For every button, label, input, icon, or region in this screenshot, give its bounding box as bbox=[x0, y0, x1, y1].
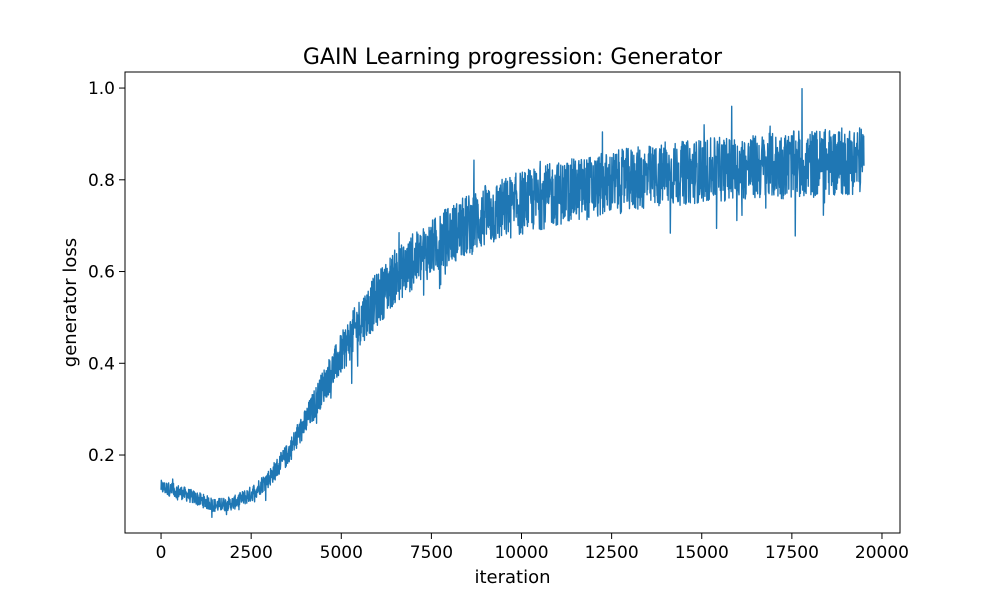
x-tick-label: 5000 bbox=[320, 543, 363, 563]
x-tick-label: 0 bbox=[156, 543, 167, 563]
y-axis-label: generator loss bbox=[60, 238, 81, 367]
y-tick-label: 0.6 bbox=[88, 263, 115, 283]
y-tick-label: 0.2 bbox=[88, 446, 115, 466]
x-tick-label: 20000 bbox=[855, 543, 909, 563]
x-axis: 0 2500 5000 7500 10000 12500 15000 17500 20000 bbox=[156, 533, 909, 563]
plot-frame bbox=[124, 71, 901, 534]
x-tick-label: 17500 bbox=[765, 543, 819, 563]
x-tick-label: 10000 bbox=[494, 543, 548, 563]
x-tick-label: 7500 bbox=[410, 543, 453, 563]
y-tick-label: 0.4 bbox=[88, 354, 115, 374]
y-axis: 0.2 0.4 0.6 0.8 1.0 bbox=[88, 79, 125, 466]
series-line-generator-loss bbox=[160, 88, 865, 519]
plot-area bbox=[160, 88, 865, 519]
chart-title: GAIN Learning progression: Generator bbox=[303, 45, 723, 70]
y-tick-label: 1.0 bbox=[88, 79, 115, 99]
x-tick-label: 15000 bbox=[675, 543, 729, 563]
x-tick-label: 12500 bbox=[585, 543, 639, 563]
x-axis-label: iteration bbox=[474, 567, 550, 588]
y-tick-label: 0.8 bbox=[88, 171, 115, 191]
x-tick-label: 2500 bbox=[230, 543, 273, 563]
